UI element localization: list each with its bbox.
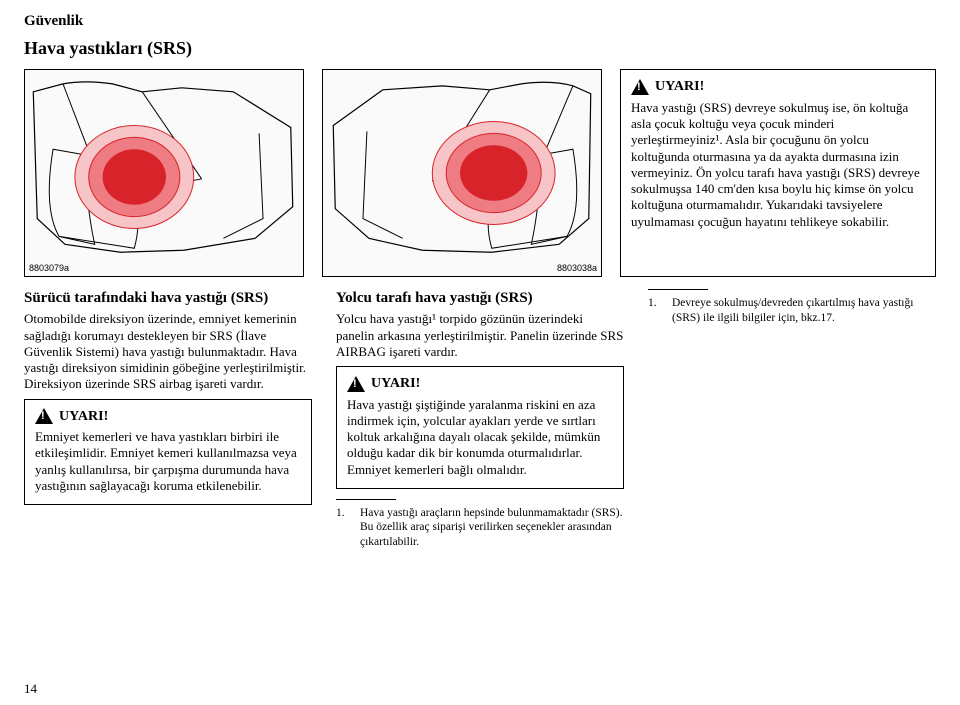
warning-heading: UYARI! bbox=[35, 408, 301, 426]
col1-body: Otomobilde direksiyon üzerinde, emniyet … bbox=[24, 311, 312, 392]
diagram-driver-airbag: 8803079a bbox=[24, 69, 304, 277]
warning-title: UYARI! bbox=[59, 408, 108, 426]
column-right: 1. Devreye sokulmuş/devreden çıkartılmış… bbox=[648, 289, 936, 549]
page-number: 14 bbox=[24, 681, 37, 697]
col1-heading: Sürücü tarafındaki hava yastığı (SRS) bbox=[24, 289, 312, 307]
page-subtitle: Hava yastıkları (SRS) bbox=[24, 37, 936, 60]
column-driver: Sürücü tarafındaki hava yastığı (SRS) Ot… bbox=[24, 289, 312, 549]
footnote-text: Hava yastığı araçların hepsinde bulunmam… bbox=[360, 506, 624, 549]
warning-box-col2: UYARI! Hava yastığı şiştiğinde yaralanma… bbox=[336, 366, 624, 489]
footnote-num: 1. bbox=[648, 296, 662, 325]
diagram-left-id: 8803079a bbox=[29, 263, 69, 274]
footnote-num: 1. bbox=[336, 506, 350, 549]
warning-title: UYARI! bbox=[371, 375, 420, 393]
warning-body: Hava yastığı (SRS) devreye sokulmuş ise,… bbox=[631, 100, 925, 230]
warning-title: UYARI! bbox=[655, 78, 704, 96]
driver-airbag-svg bbox=[25, 70, 303, 276]
page-section-title: Güvenlik bbox=[24, 12, 936, 31]
footnote-col2: 1. Hava yastığı araçların hepsinde bulun… bbox=[336, 506, 624, 549]
footnote-col3: 1. Devreye sokulmuş/devreden çıkartılmış… bbox=[648, 296, 936, 325]
footnote-text: Devreye sokulmuş/devreden çıkartılmış ha… bbox=[672, 296, 936, 325]
col2-body: Yolcu hava yastığı¹ torpido gözünün üzer… bbox=[336, 311, 624, 360]
warning-icon bbox=[631, 79, 649, 95]
warning-body: Emniyet kemerleri ve hava yastıkları bir… bbox=[35, 429, 301, 494]
passenger-airbag-svg bbox=[323, 70, 601, 276]
footnote-rule bbox=[336, 499, 396, 500]
top-row: 8803079a 8803038a UYARI! Hava yast bbox=[24, 69, 936, 277]
text-columns: Sürücü tarafındaki hava yastığı (SRS) Ot… bbox=[24, 289, 936, 549]
warning-icon bbox=[347, 376, 365, 392]
warning-heading: UYARI! bbox=[347, 375, 613, 393]
warning-box-col1: UYARI! Emniyet kemerleri ve hava yastıkl… bbox=[24, 399, 312, 506]
warning-heading: UYARI! bbox=[631, 78, 925, 96]
diagram-right-id: 8803038a bbox=[557, 263, 597, 274]
col2-heading: Yolcu tarafı hava yastığı (SRS) bbox=[336, 289, 624, 307]
column-passenger: Yolcu tarafı hava yastığı (SRS) Yolcu ha… bbox=[336, 289, 624, 549]
warning-icon bbox=[35, 408, 53, 424]
diagram-passenger-airbag: 8803038a bbox=[322, 69, 602, 277]
warning-box-top-right: UYARI! Hava yastığı (SRS) devreye sokulm… bbox=[620, 69, 936, 277]
footnote-rule bbox=[648, 289, 708, 290]
warning-body: Hava yastığı şiştiğinde yaralanma riskin… bbox=[347, 397, 613, 478]
